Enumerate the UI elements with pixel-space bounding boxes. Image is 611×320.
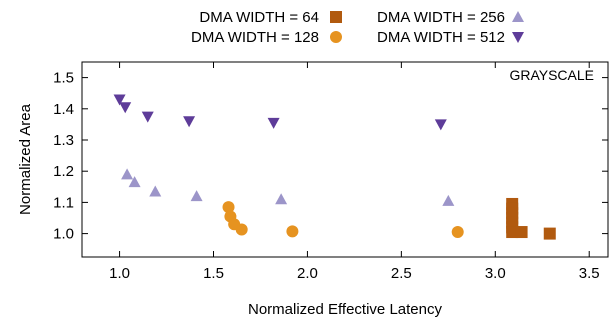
plot-area [81,61,609,258]
data-point-series-1 [543,227,556,240]
data-point-series-3 [149,185,162,197]
data-point-series-3 [442,194,455,206]
legend: DMA WIDTH = 64 DMA WIDTH = 128 DMA WIDTH =… [191,9,524,46]
grayscale-annotation: GRAYSCALE [509,67,594,83]
legend-marker [512,32,524,43]
data-point-series-4 [183,116,196,128]
x-tick-label: 3.5 [579,265,600,282]
data-point-series-4 [434,119,447,131]
data-point-series-4 [119,102,132,114]
data-point-series-2 [222,201,235,214]
data-point-series-3 [128,176,141,188]
legend-label: DMA WIDTH = 512 [377,29,505,46]
data-point-series-2 [235,223,248,236]
y-tick-label: 1.5 [53,70,74,87]
x-tick-label: 2.0 [297,265,318,282]
x-tick-label: 3.0 [485,265,506,282]
y-tick-label: 1.1 [53,194,74,211]
data-point-series-3 [121,168,134,180]
x-tick-label: 2.5 [391,265,412,282]
legend-marker [330,11,342,23]
x-tick-label: 1.5 [203,265,224,282]
data-point-series-4 [113,94,126,106]
data-point-series-3 [275,193,288,205]
data-point-series-1 [506,226,519,239]
data-point-series-4 [267,117,280,129]
data-point-series-2 [286,225,299,238]
legend-marker [512,11,524,22]
axis-ticks: 1.0 1.5 2.0 2.5 3.0 3.5 1.0 1.1 1.2 1.3 1.4 1.5 [53,62,608,282]
data-point-series-2 [451,226,464,239]
y-tick-label: 1.2 [53,163,74,180]
legend-label: DMA WIDTH = 64 [199,9,319,26]
data-point-series-4 [141,111,154,123]
data-point-series-1 [515,226,528,239]
y-axis-label: Normalized Area [17,103,34,215]
legend-label: DMA WIDTH = 128 [191,29,319,46]
data-point-series-3 [190,190,203,202]
x-axis-label: Normalized Effective Latency [248,301,442,318]
x-tick-label: 1.0 [109,265,130,282]
y-tick-label: 1.3 [53,132,74,149]
legend-label: DMA WIDTH = 256 [377,9,505,26]
y-tick-label: 1.0 [53,226,74,243]
y-tick-label: 1.4 [53,101,74,118]
legend-marker [330,31,342,43]
data-marks [113,94,556,240]
